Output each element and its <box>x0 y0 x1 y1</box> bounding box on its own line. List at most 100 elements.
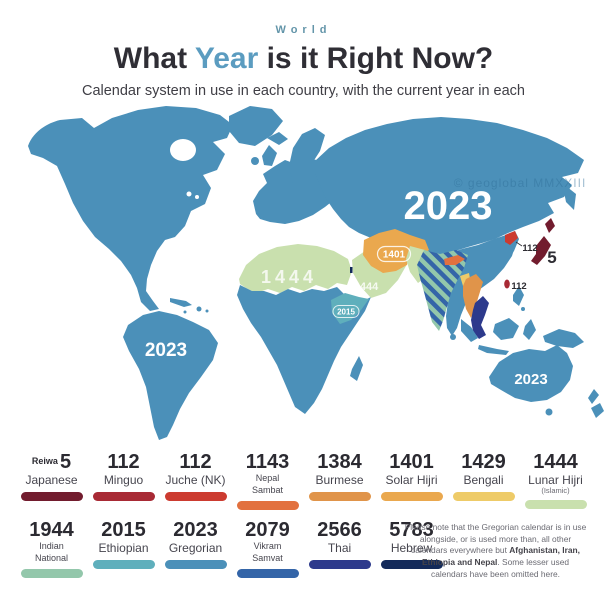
legend-color-bar <box>380 492 443 502</box>
borneo-region <box>493 318 519 340</box>
legend-row-2: 1944 Indian National 2015 Ethiopian 2023… <box>20 518 587 581</box>
iran-afghanistan-region <box>363 229 429 273</box>
legend-calendar-name: Lunar Hijri <box>528 473 583 487</box>
north-korea-region <box>505 231 518 245</box>
legend-row-1: Reiwa 5 Japanese 112 Minguo 112 Juche (NK… <box>20 451 587 510</box>
legend-color-bar <box>20 492 83 502</box>
legend-year: 1401 <box>389 451 434 473</box>
legend-calendar-name-line2: National <box>34 552 69 563</box>
legend-color-bar <box>452 492 515 502</box>
legend-calendar-name: Hebrew <box>390 540 433 555</box>
legend-year: 2079 <box>245 518 290 541</box>
page-subtitle: Calendar system in use in each country, … <box>81 83 525 99</box>
north-korea-pointer <box>515 241 523 247</box>
map-watermark: © geoglobal MMXXIII <box>454 176 587 190</box>
cuba-region <box>170 298 192 307</box>
label-taiwan: 112 <box>511 281 526 292</box>
philippines-island <box>521 307 525 311</box>
legend-year: 2015 <box>101 518 146 541</box>
world-map-svg: © geoglobal MMXXIII 2023 2023 2023 2023 … <box>28 106 604 440</box>
new-zealand-south-region <box>591 403 604 418</box>
new-guinea-region <box>543 329 584 348</box>
label-ethiopia-badge: 2015 <box>332 305 360 318</box>
great-lake <box>186 191 192 197</box>
legend-year: 1944 <box>29 518 74 541</box>
legend-color-bar <box>308 492 371 502</box>
legend-item-hebrew: 5783 Hebrew <box>380 520 443 581</box>
legend-calendar-name: Burmese <box>315 473 364 487</box>
kicker-label: World <box>275 24 332 36</box>
label-arabia: 1444 <box>354 281 379 293</box>
legend-year: 2023 <box>173 518 218 541</box>
legend-item-indian-national: 1944 Indian National <box>20 518 83 581</box>
philippines-region <box>513 286 524 306</box>
north-america-region <box>28 106 233 311</box>
legend-color-bar <box>380 559 443 569</box>
legend-year: 1444 <box>533 451 578 473</box>
legend-color-bar <box>236 500 299 510</box>
legend-calendar-subname: (Islamic) <box>541 486 570 496</box>
australia-region <box>489 345 573 402</box>
hispaniola-region <box>196 306 202 312</box>
legend-color-bar <box>20 568 83 578</box>
south-america-region <box>123 311 218 440</box>
page-title: What Year is it Right Now? <box>113 42 494 75</box>
label-australia: 2023 <box>514 371 547 388</box>
legend-calendar-name: Gregorian <box>168 540 223 555</box>
title-accent-word: Year <box>194 42 259 75</box>
header: World What Year is it Right Now? Calenda… <box>0 0 607 99</box>
jamaica-region <box>183 310 187 314</box>
legend-year: 2566 <box>317 518 362 541</box>
label-japan: 5 <box>547 248 556 267</box>
legend-year: 1143 <box>245 451 290 473</box>
puerto-rico-region <box>205 309 209 313</box>
japan-hokkaido-region <box>545 218 555 233</box>
legend-color-bar <box>308 559 371 569</box>
label-north-america: 2023 <box>56 236 101 258</box>
legend-calendar-name-line2: Sambat <box>251 484 284 495</box>
legend-year: 112 <box>179 451 212 473</box>
north-africa-region <box>239 244 352 293</box>
legend-color-bar <box>92 492 155 502</box>
legend-note: Please note that the Gregorian calendar … <box>404 521 587 579</box>
legend-color-bar <box>524 499 587 509</box>
legend-calendar-name: Thai <box>327 540 352 555</box>
legend-calendar-name: Nepal <box>255 473 280 483</box>
israel-region <box>350 267 353 273</box>
new-zealand-north-region <box>588 389 599 404</box>
legend-item-minguo: 112 Minguo <box>92 452 155 510</box>
legend-item-thai: 2566 Thai <box>308 518 371 581</box>
world-map: © geoglobal MMXXIII 2023 2023 2023 2023 … <box>0 101 607 448</box>
iceland-region <box>267 132 288 145</box>
legend-year: 1384 <box>317 451 362 473</box>
ireland-region <box>251 157 259 165</box>
legend-item-juche: 112 Juche (NK) <box>164 451 227 510</box>
legend-item-ethiopian: 2015 Ethiopian <box>92 518 155 581</box>
uk-region <box>262 145 277 166</box>
kamchatka-region <box>564 186 576 210</box>
legend-color-bar <box>164 492 227 502</box>
legend-calendar-name: Vikram <box>253 540 282 551</box>
tasmania-region <box>545 408 553 416</box>
legend-color-bar <box>236 568 299 578</box>
legend-item-bengali: 1429 Bengali <box>452 452 515 510</box>
legend-color-bar <box>92 559 155 569</box>
legend-item-solar-hijri: 1401 Solar Hijri <box>380 451 443 510</box>
legend-item-vikram-samvat: 2079 Vikram Samvat <box>236 518 299 581</box>
era-prefix: Reiwa <box>31 456 58 466</box>
hudson-bay <box>170 139 196 161</box>
legend-item-nepal-sambat: 1143 Nepal Sambat <box>236 451 299 510</box>
scandinavia-region <box>289 128 325 187</box>
legend-item-japanese: Reiwa 5 Japanese <box>20 452 83 510</box>
label-russia: 2023 <box>404 184 493 228</box>
label-ethiopia: 2015 <box>337 308 355 317</box>
greenland-region <box>229 106 283 146</box>
thailand-region <box>471 296 489 339</box>
label-iran-badge: 1401 <box>376 245 412 263</box>
madagascar-region <box>350 356 363 381</box>
legend-calendar-name-line2: Samvat <box>252 552 283 563</box>
india-region <box>417 250 468 331</box>
legend-item-lunar-hijri: 1444 Lunar Hijri (Islamic) <box>524 451 587 510</box>
legend-calendar-name: Ethiopian <box>98 540 149 555</box>
